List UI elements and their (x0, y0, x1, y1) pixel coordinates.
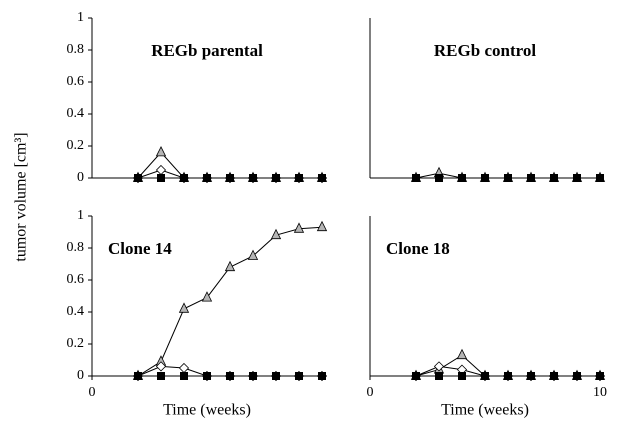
marker (504, 174, 512, 182)
marker (433, 361, 445, 372)
marker (157, 174, 165, 182)
marker (504, 372, 512, 380)
y-tick-label: 0.6 (67, 272, 85, 287)
marker (481, 372, 489, 380)
panel-title: Clone 18 (386, 239, 450, 258)
y-tick-label: 0 (77, 170, 84, 185)
marker (155, 146, 167, 157)
marker (226, 372, 234, 380)
panel-title: Clone 14 (108, 239, 172, 258)
marker (272, 174, 280, 182)
y-tick-label: 0.2 (67, 336, 85, 351)
y-tick-label: 0.8 (67, 240, 85, 255)
marker (203, 174, 211, 182)
marker (550, 372, 558, 380)
marker (249, 174, 257, 182)
marker (573, 372, 581, 380)
marker (226, 174, 234, 182)
x-tick-label: 10 (593, 385, 607, 400)
marker (412, 372, 420, 380)
marker (316, 220, 328, 232)
marker (596, 372, 604, 380)
x-axis-label: Time (weeks) (163, 402, 251, 419)
y-tick-label: 0 (77, 368, 84, 383)
marker (318, 372, 326, 380)
y-axis-label: tumor volume [cm³] (13, 132, 30, 261)
marker (180, 372, 188, 380)
marker (180, 174, 188, 182)
x-tick-label: 0 (367, 385, 374, 400)
marker (157, 372, 165, 380)
marker (456, 348, 468, 360)
y-tick-label: 0.2 (67, 138, 85, 153)
marker (481, 174, 489, 182)
y-tick-label: 0.8 (67, 42, 85, 57)
marker (435, 174, 443, 182)
y-tick-label: 0.6 (67, 74, 85, 89)
marker (155, 164, 167, 176)
marker (435, 372, 443, 380)
y-tick-label: 1 (77, 208, 84, 223)
marker (134, 174, 142, 182)
marker (458, 174, 466, 182)
marker (201, 291, 213, 302)
marker (573, 174, 581, 182)
y-tick-label: 0.4 (67, 106, 85, 121)
marker (458, 372, 466, 380)
marker (272, 372, 280, 380)
x-axis-label: Time (weeks) (441, 402, 529, 419)
marker (178, 302, 190, 313)
marker (527, 372, 535, 380)
marker (527, 174, 535, 182)
marker (178, 362, 190, 374)
marker (412, 174, 420, 182)
marker (295, 372, 303, 380)
marker (550, 174, 558, 182)
panel-title: REGb control (434, 41, 536, 60)
y-tick-label: 1 (77, 10, 84, 25)
x-tick-label: 0 (89, 385, 96, 400)
marker (295, 174, 303, 182)
marker (224, 260, 236, 272)
marker (318, 174, 326, 182)
marker (270, 228, 282, 240)
y-tick-label: 0.4 (67, 304, 85, 319)
marker (155, 361, 167, 372)
marker (134, 372, 142, 380)
marker (596, 174, 604, 182)
marker (293, 222, 305, 233)
marker (247, 249, 259, 260)
marker (249, 372, 257, 380)
marker (203, 372, 211, 380)
panel-title: REGb parental (151, 41, 263, 60)
